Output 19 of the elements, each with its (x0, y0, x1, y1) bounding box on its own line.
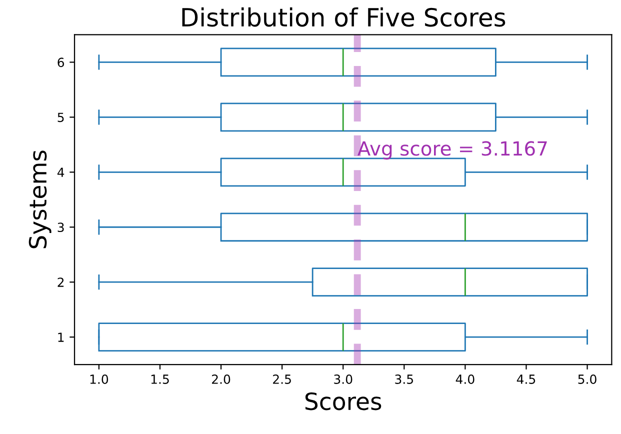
x-tick-label: 1.0 (90, 374, 108, 384)
ref-line-label: Avg score = 3.1167 (358, 141, 547, 160)
y-tick-label: 6 (58, 58, 64, 68)
x-axis-title: Scores (305, 392, 382, 410)
x-tick-label: 5.0 (578, 374, 596, 384)
x-tick-label: 2.5 (273, 374, 291, 384)
y-tick-label: 5 (58, 112, 64, 122)
x-tick-label: 2.0 (212, 374, 230, 384)
y-tick-label: 1 (58, 332, 64, 342)
x-tick-label: 3.5 (395, 374, 413, 384)
x-tick-label: 1.5 (151, 374, 169, 384)
x-tick-label: 4.0 (456, 374, 474, 384)
y-tick-label: 4 (57, 168, 64, 177)
y-axis-title: Systems (28, 150, 52, 248)
x-tick-label: 4.5 (516, 374, 536, 384)
y-tick-label: 3 (58, 222, 64, 232)
x-tick-label: 3.0 (334, 374, 352, 384)
y-tick-label: 2 (58, 278, 64, 287)
chart-title: Distribution of Five Scores (182, 7, 506, 27)
